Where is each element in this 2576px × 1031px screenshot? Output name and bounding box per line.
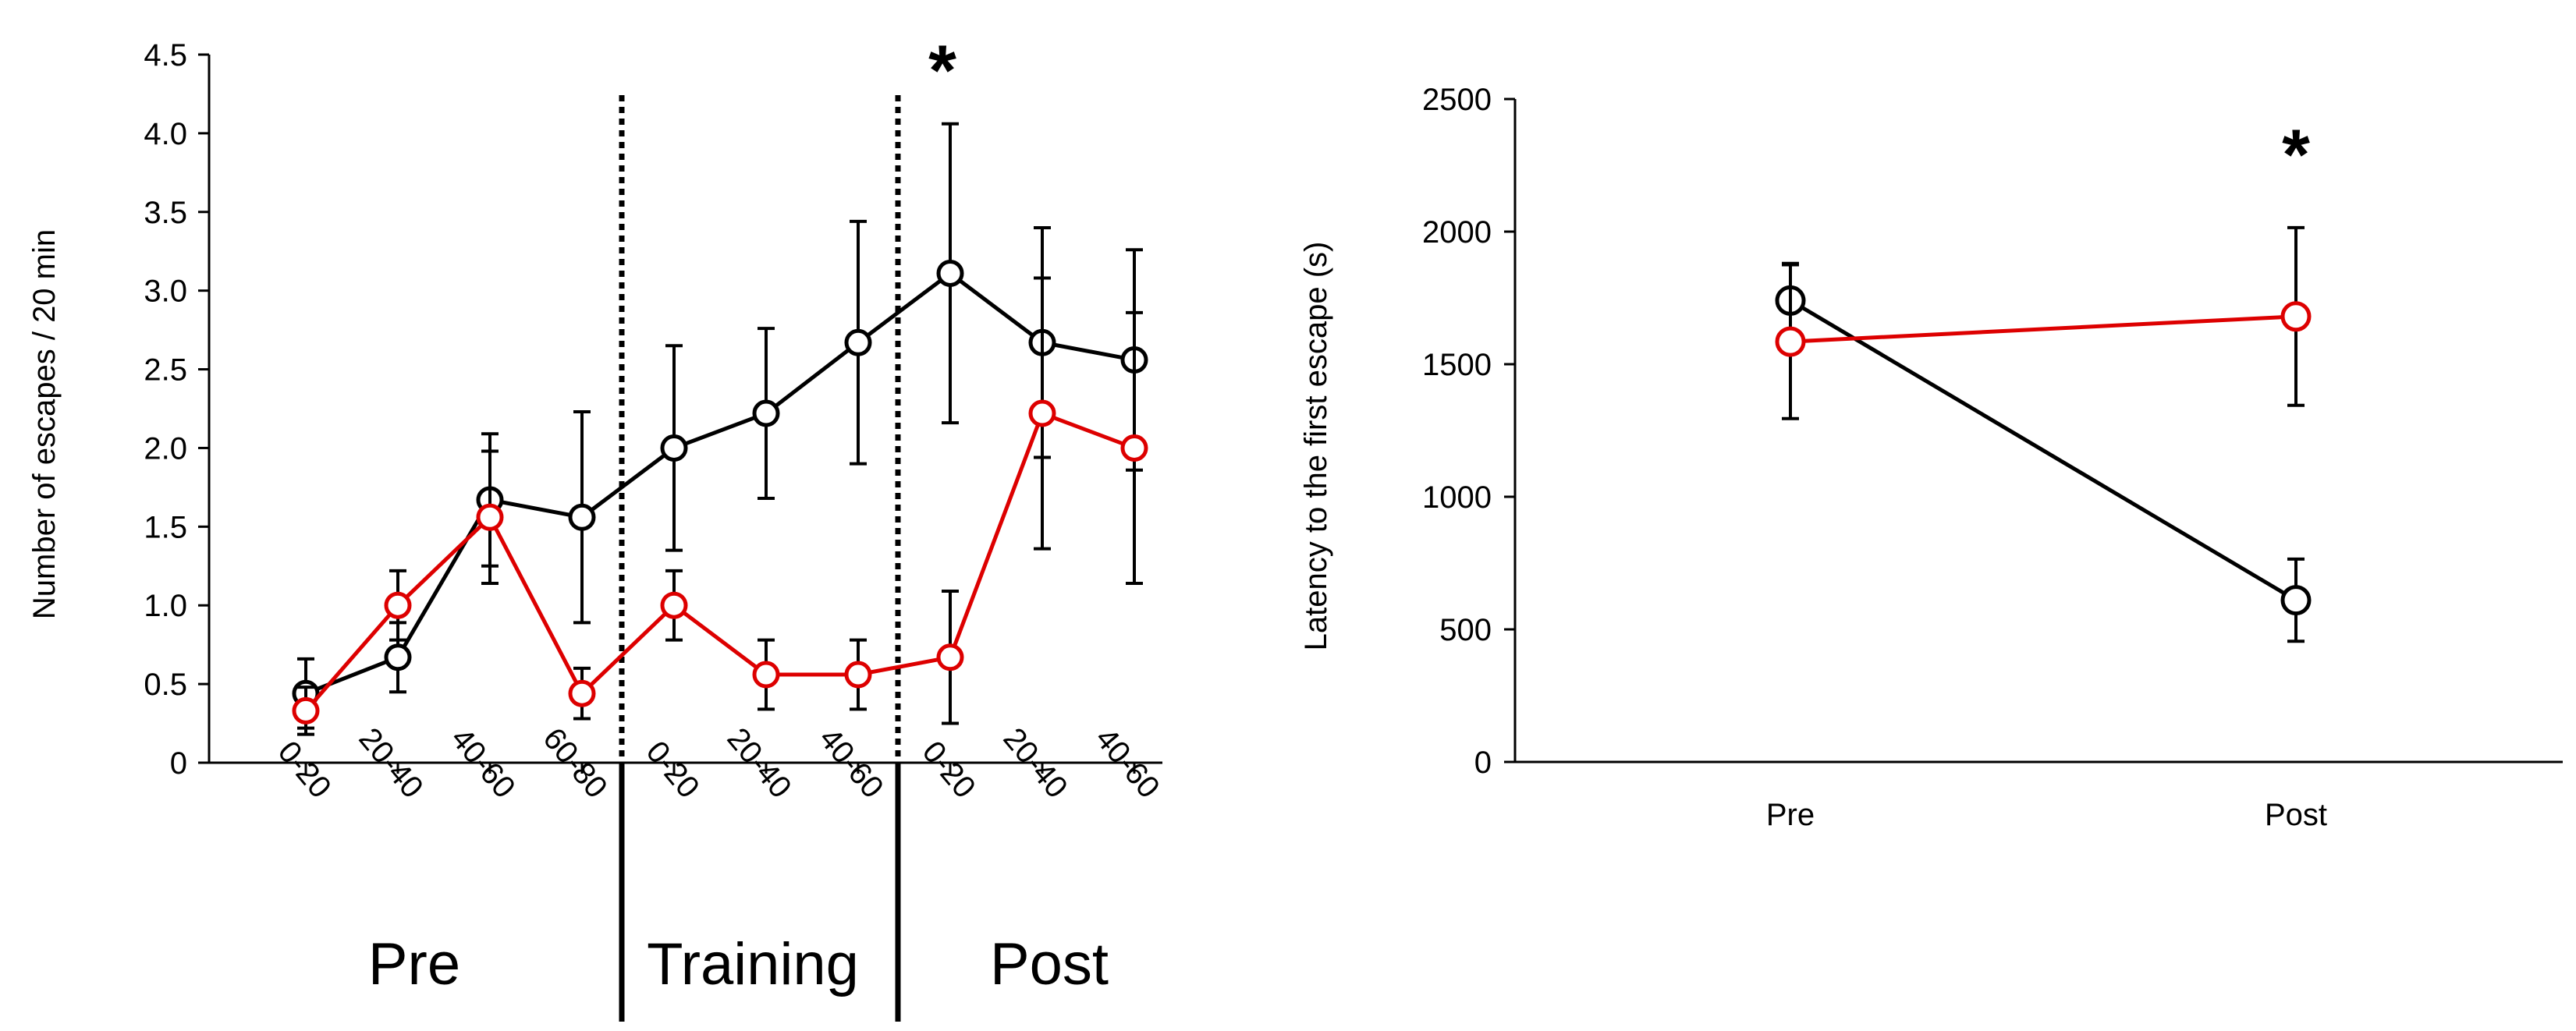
escapes-y-tick-label: 2.5 <box>144 353 187 388</box>
data-point <box>568 679 596 707</box>
escapes-x-tick-label: 0-20 <box>271 735 338 805</box>
latency-axes <box>1513 99 2563 764</box>
escapes-y-tick-label: 0 <box>170 746 187 781</box>
data-point <box>1028 399 1056 427</box>
latency-x-tick-label: Pre <box>1766 798 1815 832</box>
data-point <box>384 591 412 619</box>
latency-y-tick-label: 2000 <box>1422 215 1492 250</box>
escapes-significance-star: * <box>928 31 956 111</box>
latency-y-axis-label: Latency to the first escape (s) <box>1299 242 1333 651</box>
escapes-y-tick-label: 0.5 <box>144 668 187 702</box>
series-line <box>1789 299 2297 602</box>
latency-x-tick-label: Post <box>2265 798 2327 832</box>
latency-series <box>1775 225 2312 643</box>
escapes-y-tick-label: 1.0 <box>144 589 187 623</box>
escapes-y-ticks: 0 0.5 1.0 1.5 2.0 2.5 3.0 3.5 4.0 4.5 <box>144 38 209 781</box>
latency-chart: Latency to the first escape (s) 0 500 1000… <box>1299 83 2563 832</box>
data-point <box>844 661 872 689</box>
latency-y-tick-label: 0 <box>1474 746 1492 780</box>
series-line <box>304 410 1135 713</box>
latency-significance-star: * <box>2282 115 2310 195</box>
data-point <box>1120 434 1148 462</box>
data-point <box>660 591 688 619</box>
escapes-axes <box>208 55 1162 764</box>
data-point <box>752 661 780 689</box>
latency-y-tick-label: 500 <box>1439 613 1492 647</box>
latency-y-tick-label: 1000 <box>1422 480 1492 515</box>
escapes-y-tick-label: 2.0 <box>144 431 187 466</box>
escapes-y-tick-label: 3.0 <box>144 275 187 309</box>
escapes-x-tick-label: 0-20 <box>916 735 982 805</box>
data-point <box>568 503 596 531</box>
data-point <box>2280 301 2312 332</box>
data-point <box>1775 326 1806 357</box>
phase-label-post: Post <box>990 931 1109 997</box>
series-line <box>305 271 1135 696</box>
phase-label-training: Training <box>647 931 859 997</box>
latency-y-tick-label: 2500 <box>1422 83 1492 117</box>
data-point <box>936 643 964 671</box>
series-line <box>1790 314 2297 344</box>
series-black <box>292 122 1148 730</box>
series-red <box>1775 225 2312 420</box>
latency-y-tick-label: 1500 <box>1422 348 1492 382</box>
escapes-chart: Number of escapes / 20 min 0 0.5 1.0 1.5 2.0… <box>27 31 1166 1022</box>
data-point <box>2280 585 2312 616</box>
escapes-y-axis-label: Number of escapes / 20 min <box>27 229 62 619</box>
series-red <box>292 276 1148 736</box>
data-point <box>936 259 964 287</box>
escapes-phase-separators <box>619 95 901 1022</box>
data-point <box>384 643 412 671</box>
data-point <box>476 503 504 531</box>
escapes-y-tick-label: 1.5 <box>144 510 187 544</box>
escapes-y-tick-label: 3.5 <box>144 196 187 230</box>
latency-x-ticks: Pre Post <box>1766 798 2327 832</box>
latency-y-ticks: 0 500 1000 1500 2000 2500 <box>1422 83 1515 780</box>
escapes-y-tick-label: 4.5 <box>144 38 187 73</box>
data-point <box>752 399 780 427</box>
data-point <box>844 328 872 356</box>
escapes-y-tick-label: 4.0 <box>144 117 187 151</box>
escapes-series <box>292 122 1148 736</box>
data-point <box>292 696 320 725</box>
phase-label-pre: Pre <box>368 931 460 997</box>
escapes-x-tick-label: 0-20 <box>640 735 706 805</box>
data-point <box>660 434 688 462</box>
